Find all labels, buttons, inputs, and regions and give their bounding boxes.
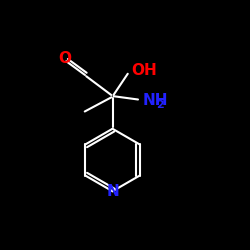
Text: OH: OH	[131, 62, 156, 78]
Text: N: N	[106, 184, 119, 199]
Text: O: O	[58, 51, 71, 66]
Text: NH: NH	[142, 92, 168, 108]
Text: 2: 2	[156, 100, 164, 110]
